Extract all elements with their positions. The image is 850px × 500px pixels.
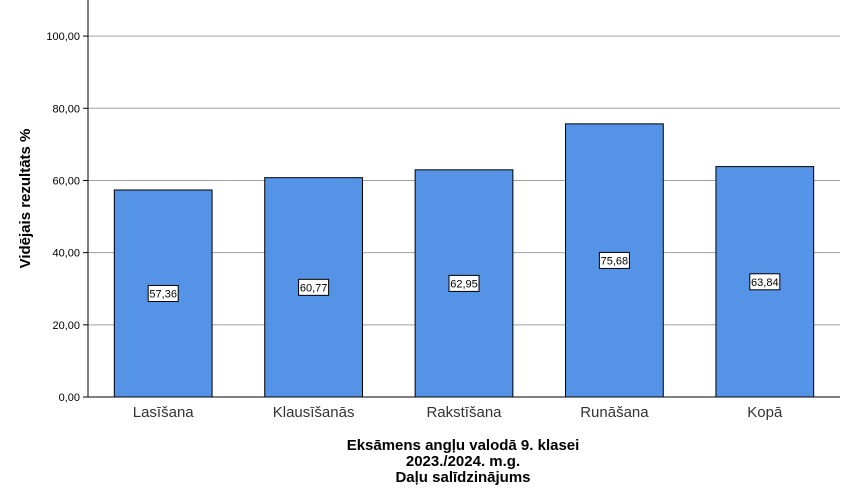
- axes: [87, 0, 840, 398]
- data-label-box: [448, 274, 480, 292]
- x-axis-title-line: 2023./2024. m.g.: [406, 453, 520, 470]
- data-label-box: [298, 278, 330, 296]
- data-label-box: [598, 251, 630, 269]
- data-label: 63,84: [751, 277, 779, 289]
- data-labels: 57,36 60,77 62,95 75,68 63,84: [147, 251, 781, 302]
- x-tick-label: Runāšana: [580, 404, 649, 421]
- data-label: 57,36: [149, 288, 177, 300]
- y-tick-label: 100,00: [46, 31, 80, 43]
- bars: [113, 123, 815, 398]
- x-tick-label: Kopā: [747, 404, 783, 421]
- y-tick-label: 80,00: [52, 103, 80, 115]
- y-tick-labels: 0,00 20,00 40,00 60,00 80,00 100,00: [46, 31, 88, 404]
- data-label-box: [147, 284, 179, 302]
- data-label: 60,77: [300, 282, 328, 294]
- x-axis-title: Eksāmens angļu valodā 9. klasei2023./202…: [347, 437, 580, 486]
- x-tick-label: Lasīšana: [133, 404, 195, 421]
- y-tick-label: 20,00: [52, 320, 80, 332]
- data-label: 75,68: [601, 255, 629, 267]
- x-tick-labels: Lasīšana Klausīšanās Rakstīšana Runāšana Kop…: [133, 404, 783, 421]
- y-tick-label: 0,00: [59, 392, 80, 404]
- y-axis-title: Vidējais rezultāts %: [17, 129, 34, 269]
- x-axis-title-line: Eksāmens angļu valodā 9. klasei: [347, 437, 580, 454]
- x-tick-label: Rakstīšana: [426, 404, 502, 421]
- x-tick-label: Klausīšanās: [273, 404, 355, 421]
- data-label-box: [749, 273, 781, 291]
- data-label: 62,95: [450, 278, 478, 290]
- x-axis-title-line: Daļu salīdzinājums: [395, 469, 530, 486]
- y-tick-label: 60,00: [52, 175, 80, 187]
- y-tick-label: 40,00: [52, 248, 80, 260]
